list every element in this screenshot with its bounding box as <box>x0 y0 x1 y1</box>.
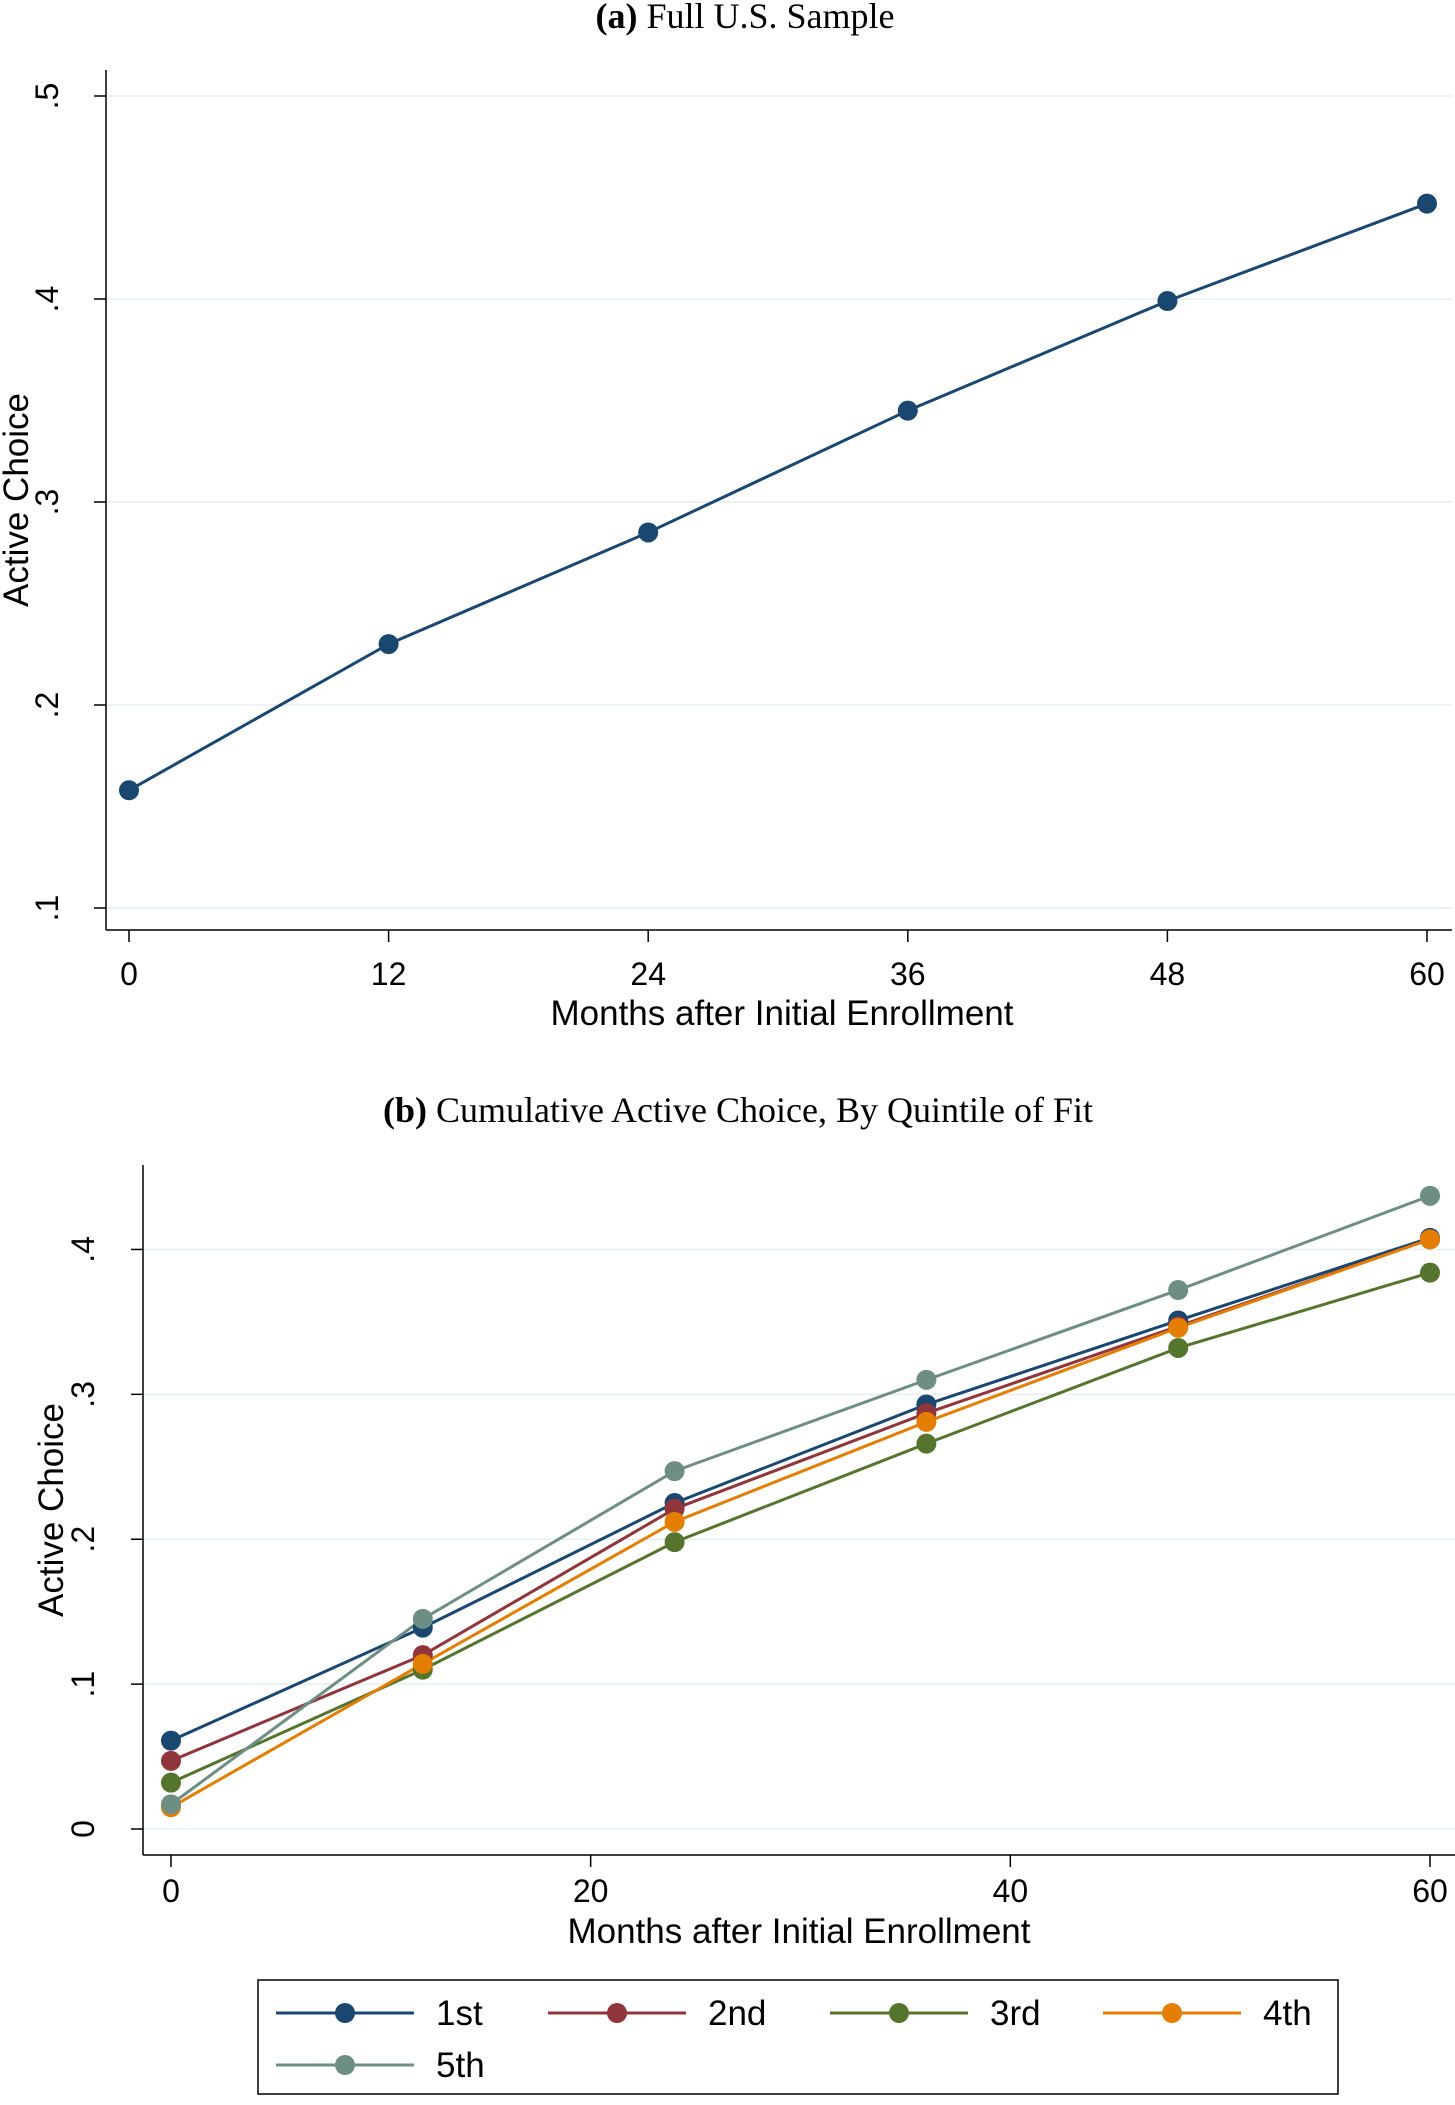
data-point-3rd <box>664 1532 685 1553</box>
x-tick-label: 0 <box>162 1873 180 1909</box>
legend-label: 5th <box>436 2046 485 2085</box>
data-point-5th <box>1420 1185 1440 1206</box>
chart-title-text: Cumulative Active Choice, By Quintile of… <box>427 1090 1093 1130</box>
data-point-4th <box>1420 1229 1440 1250</box>
legend-marker <box>1162 2003 1182 2023</box>
data-point-5th <box>1168 1280 1189 1301</box>
y-tick-label: 0 <box>65 1820 101 1838</box>
x-axis-label: Months after Initial Enrollment <box>551 994 1014 1033</box>
data-point-Full U.S. Sample <box>119 780 139 801</box>
chart-panel-a: (a) Full U.S. Sample .1 .2 .3 .4 .5 0 12 24 36 48 6… <box>0 0 1452 1033</box>
y-axis-label: Active Choice <box>0 393 36 607</box>
y-tick-label: .3 <box>29 489 65 516</box>
legend-item-2nd: 2nd <box>548 1994 766 2033</box>
data-point-Full U.S. Sample <box>1157 291 1178 312</box>
y-axis-label: Active Choice <box>32 1403 71 1617</box>
legend-item-3rd: 3rd <box>830 1994 1041 2033</box>
data-point-4th <box>1168 1317 1189 1338</box>
data-point-5th <box>664 1461 685 1482</box>
legend-label: 2nd <box>708 1994 766 2033</box>
legend-label: 1st <box>436 1994 483 2033</box>
legend-box <box>257 1979 1339 2095</box>
chart-title-prefix: (b) <box>383 1090 427 1130</box>
x-tick-label: 0 <box>120 956 138 992</box>
x-tick-label: 48 <box>1150 956 1186 992</box>
data-point-5th <box>160 1794 181 1815</box>
series-line-Full U.S. Sample <box>128 202 1428 792</box>
x-tick-label: 20 <box>573 1873 609 1909</box>
data-point-Full U.S. Sample <box>638 522 659 543</box>
legend-item-1st: 1st <box>276 1994 483 2033</box>
chart-title-prefix: (a) <box>595 0 637 36</box>
data-point-Full U.S. Sample <box>378 634 399 655</box>
legend-marker <box>889 2003 909 2023</box>
y-tick-label: .2 <box>29 692 65 719</box>
series-line-4th <box>170 1237 1431 1809</box>
y-tick-label: .1 <box>65 1671 101 1698</box>
data-point-3rd <box>160 1772 181 1793</box>
data-point-4th <box>916 1411 937 1432</box>
x-tick-label: 36 <box>890 956 926 992</box>
legend-label: 3rd <box>990 1994 1041 2033</box>
data-point-5th <box>412 1608 433 1629</box>
chart-title: (b) Cumulative Active Choice, By Quintil… <box>383 1090 1093 1130</box>
series-line-2nd <box>170 1237 1431 1763</box>
series-line-1st <box>170 1236 1431 1742</box>
x-axis-label: Months after Initial Enrollment <box>568 1912 1031 1951</box>
data-point-4th <box>664 1511 685 1532</box>
y-tick-label: .4 <box>65 1236 101 1263</box>
data-point-3rd <box>1420 1262 1440 1283</box>
y-tick-label: .5 <box>29 83 65 110</box>
series-line-5th <box>170 1194 1431 1806</box>
x-tick-label: 12 <box>371 956 407 992</box>
legend-marker <box>607 2003 627 2023</box>
legend-marker <box>335 2003 355 2023</box>
series-line-3rd <box>170 1271 1431 1785</box>
x-tick-label: 24 <box>630 956 666 992</box>
y-tick-label: .1 <box>29 895 65 922</box>
y-tick-label: .3 <box>65 1381 101 1408</box>
chart-title-text: Full U.S. Sample <box>637 0 894 36</box>
data-point-3rd <box>1168 1337 1189 1358</box>
x-tick-label: 60 <box>1412 1873 1448 1909</box>
legend-marker <box>335 2055 355 2075</box>
data-point-Full U.S. Sample <box>897 400 918 421</box>
y-tick-label: .4 <box>29 286 65 313</box>
data-point-Full U.S. Sample <box>1417 193 1437 214</box>
data-point-5th <box>916 1369 937 1390</box>
legend-label: 4th <box>1263 1994 1312 2033</box>
data-point-1st <box>160 1730 181 1751</box>
x-tick-label: 60 <box>1409 956 1445 992</box>
legend: 1st 2nd 3rd 4th 5th <box>257 1979 1339 2095</box>
y-tick-label: .2 <box>65 1526 101 1553</box>
x-tick-label: 40 <box>993 1873 1029 1909</box>
legend-item-5th: 5th <box>276 2046 485 2085</box>
data-point-2nd <box>160 1750 181 1771</box>
legend-item-4th: 4th <box>1103 1994 1312 2033</box>
data-point-3rd <box>916 1433 937 1454</box>
data-point-4th <box>412 1653 433 1674</box>
chart-title: (a) Full U.S. Sample <box>595 0 894 36</box>
chart-panel-b: (b) Cumulative Active Choice, By Quintil… <box>32 1090 1455 2095</box>
